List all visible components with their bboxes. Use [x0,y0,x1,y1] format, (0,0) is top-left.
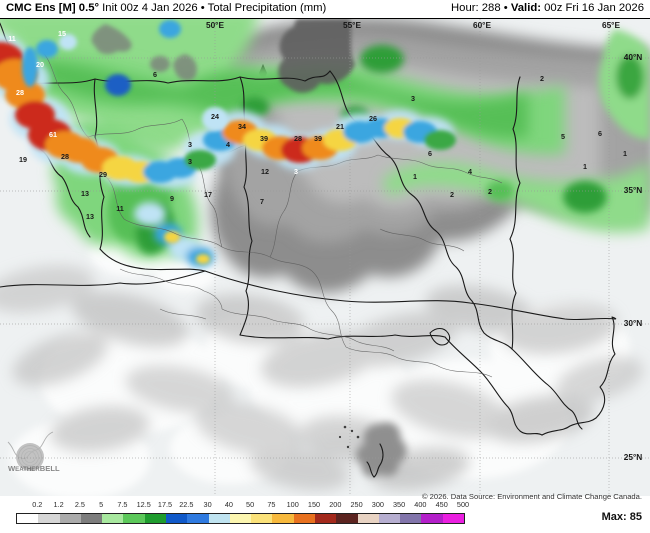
svg-text:3: 3 [411,94,415,103]
svg-text:2: 2 [488,187,492,196]
svg-text:21: 21 [336,122,344,131]
svg-text:1: 1 [583,162,587,171]
svg-text:28: 28 [16,88,24,97]
svg-text:2: 2 [540,74,544,83]
svg-text:9: 9 [170,194,174,203]
svg-text:39: 39 [260,134,268,143]
svg-text:4: 4 [468,167,472,176]
svg-text:6: 6 [598,129,602,138]
svg-text:17: 17 [204,190,212,199]
svg-text:35°N: 35°N [624,185,643,195]
svg-text:13: 13 [81,189,89,198]
svg-text:25°N: 25°N [624,452,643,462]
svg-text:3: 3 [188,157,192,166]
svg-text:13: 13 [86,212,94,221]
svg-text:28: 28 [294,134,302,143]
svg-text:7: 7 [260,197,264,206]
svg-text:3: 3 [188,140,192,149]
svg-text:26: 26 [369,114,377,123]
svg-text:1: 1 [413,172,417,181]
svg-text:2: 2 [450,190,454,199]
svg-text:34: 34 [238,122,246,131]
svg-text:12: 12 [261,167,269,176]
svg-text:20: 20 [36,60,44,69]
svg-text:15: 15 [58,29,66,38]
svg-text:29: 29 [99,170,107,179]
svg-text:11: 11 [8,34,16,43]
svg-text:4: 4 [226,140,230,149]
svg-text:50°E: 50°E [206,20,225,30]
svg-text:19: 19 [19,155,27,164]
svg-text:55°E: 55°E [343,20,362,30]
svg-text:39: 39 [314,134,322,143]
svg-text:1: 1 [623,149,627,158]
svg-text:3: 3 [294,167,298,176]
svg-text:6: 6 [153,70,157,79]
svg-text:5: 5 [561,132,565,141]
svg-text:11: 11 [116,204,124,213]
svg-text:60°E: 60°E [473,20,492,30]
svg-text:30°N: 30°N [624,318,643,328]
svg-text:65°E: 65°E [602,20,621,30]
svg-text:24: 24 [211,112,219,121]
svg-text:6: 6 [428,149,432,158]
svg-text:40°N: 40°N [624,52,643,62]
svg-text:61: 61 [49,130,57,139]
svg-text:28: 28 [61,152,69,161]
svg-text:WEATHERBELL: WEATHERBELL [8,464,60,473]
